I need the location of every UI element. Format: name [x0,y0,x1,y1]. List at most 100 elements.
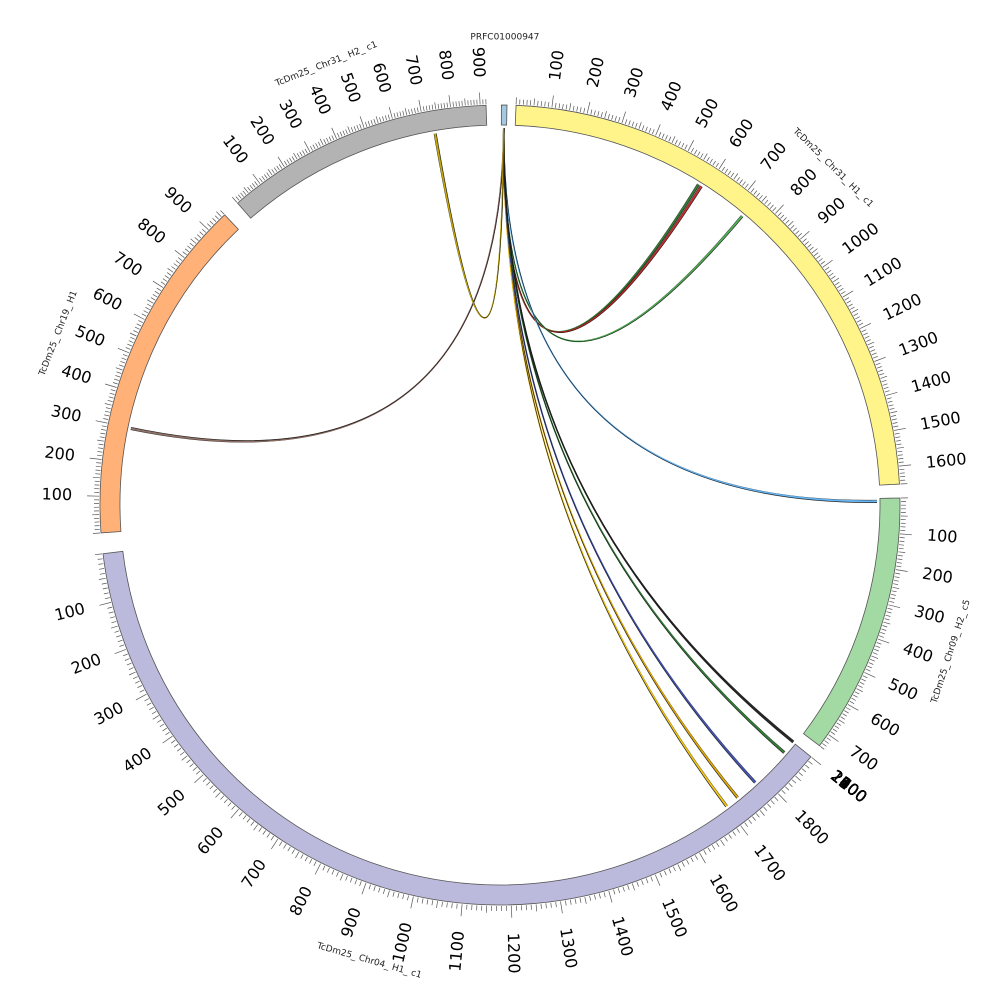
tick-label-chr31_h1: 1500 [919,408,963,434]
link-stroke [503,127,727,807]
ticks-chr19_h1 [87,210,225,534]
link-stroke [503,127,757,782]
tick-label-chr04_h1: 700 [237,856,270,892]
tick-label-chr19_h1: 500 [73,321,108,350]
tick-label-chr09_h2: 100 [926,525,958,546]
tick-label-chr04_h1: 300 [91,698,127,729]
tick-label-chr31_h1: 1300 [896,328,941,360]
tick-label-chr19_h1: 800 [134,214,170,248]
link-stroke [503,127,738,799]
link-5 [502,127,739,799]
tick-label-chr31_h1: 100 [545,49,568,82]
link-stroke [503,127,793,744]
link-stroke [434,127,505,319]
link-stroke [502,127,757,783]
tick-label-chr04_h1: 900 [337,905,365,940]
tick-label-chr04_h1: 500 [154,785,189,820]
link-stroke [503,127,728,806]
segment-chr31_h1 [514,104,900,486]
tick-label-chr31_h1: 200 [583,55,608,89]
ticks-chr04_h1 [94,553,822,918]
link-stroke [503,127,726,808]
link-stroke [503,127,737,799]
segment-label-PRFC01000947: PRFC01000947 [470,33,539,43]
tick-label-chr04_h1: 100 [53,599,87,625]
ticks-layer [87,92,912,918]
tick-label-chr09_h2: 500 [885,674,921,704]
tick-label-chr31_h1: 800 [786,164,821,199]
tick-label-chr19_h1: 400 [59,361,94,388]
link-stroke [502,127,728,807]
tick-label-chr31_h1: 1100 [861,253,906,290]
link-stroke [502,127,739,798]
ticks-chr31_h2 [232,92,487,203]
tick-label-chr31_h1: 900 [814,193,849,227]
link-6 [502,127,757,784]
tick-label-chr04_h1: 1200 [504,933,524,974]
tick-label-chr31_h1: 1400 [909,367,953,396]
segment-chr31_h2 [237,104,488,219]
tick-label-chr31_h2: 100 [219,131,253,167]
tick-label-chr09_h2: 300 [912,601,946,627]
link-stroke [503,127,739,798]
tick-label-chr04_h1: 1600 [706,871,743,916]
ticks-chr31_h1 [515,95,912,485]
tick-label-chr04_h1: 1500 [658,896,691,941]
tick-label-chr31_h2: 600 [369,60,396,95]
tick-label-chr09_h2: 600 [867,709,903,741]
tick-label-chr19_h1: 200 [43,443,76,465]
link-stroke [502,127,794,743]
tick-label-chr31_h1: 600 [725,115,758,151]
tick-label-chr31_h2: 900 [469,46,489,77]
tick-label-chr31_h1: 500 [691,95,722,131]
tick-label-chr19_h1: 600 [90,284,126,315]
link-stroke [131,127,505,441]
segment-label-chr31_h2: TcDm25_ Chr31_ H2_ c1 [273,40,379,89]
segment-chr19_h1 [99,214,239,534]
link-8 [502,127,795,744]
link-2 [502,127,744,343]
tick-label-chr19_h1: 900 [161,183,196,218]
link-3 [502,127,878,503]
tick-label-chr31_h2: 300 [275,96,306,132]
link-stroke [503,127,795,742]
link-stroke [503,127,756,784]
tick-label-chr31_h2: 700 [402,53,427,87]
link-stroke [503,127,794,743]
tick-label-chr09_h2: 400 [900,638,935,666]
tick-label-chr04_h1: 1800 [791,806,833,849]
segments-layer [99,104,901,906]
segment-PRFC01000947 [500,104,508,126]
tick-label-chr31_h1: 1000 [838,219,882,258]
tick-label-chr04_h1: 800 [285,883,316,919]
tick-label-chr19_h1: 300 [49,401,83,426]
link-stroke [435,127,505,318]
tick-label-chr04_h1: 200 [68,649,103,678]
tick-label-chr19_h1: 100 [41,484,72,504]
tick-label-chr31_h1: 1600 [925,449,967,472]
tick-label-chr04_h1: 400 [119,743,155,776]
tick-label-chr04_h1: 1100 [445,930,468,972]
tick-label-chr31_h2: 500 [337,70,365,105]
tick-label-chr09_h2: 200 [921,564,954,588]
link-stroke [503,127,744,343]
tick-label-chr04_h1: 1000 [389,921,416,965]
link-10 [433,127,505,319]
tick-label-chr04_h1: 600 [193,823,227,859]
tick-label-chr04_h1: 1400 [608,914,637,958]
ticks-chr09_h2 [820,497,912,750]
tick-label-chr31_h1: 700 [757,138,791,174]
tick-label-chr04_h1: 2800 [827,766,871,806]
tick-label-chr31_h1: 400 [656,78,685,114]
link-stroke [503,127,755,784]
segment-chr09_h2 [802,497,901,747]
link-9 [130,127,505,443]
tick-label-chr04_h1: 1700 [750,841,790,885]
tick-label-chr04_h1: 1300 [556,927,581,970]
segment-chr04_h1 [102,550,812,906]
tick-label-chr09_h2: 700 [846,742,882,775]
tick-label-chr31_h2: 400 [305,82,335,118]
link-stroke [503,127,742,342]
